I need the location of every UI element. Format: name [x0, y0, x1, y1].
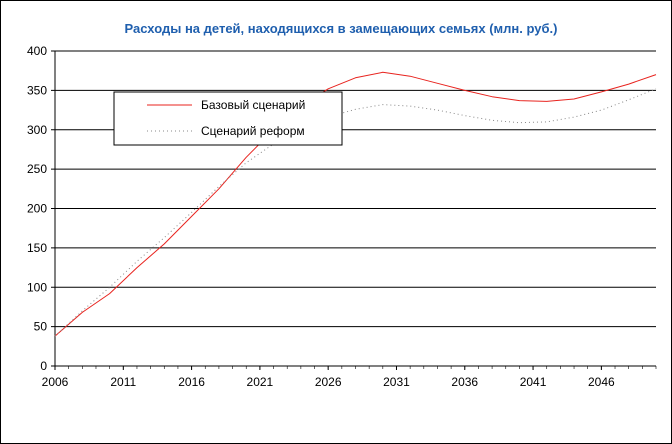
y-tick-label: 350 — [27, 83, 47, 97]
y-tick-label: 250 — [27, 162, 47, 176]
x-tick-label: 2011 — [110, 375, 136, 389]
legend-box — [113, 91, 343, 146]
chart-title: Расходы на детей, находящихся в замещающ… — [125, 21, 558, 36]
y-tick-label: 200 — [27, 202, 47, 216]
series-lines — [54, 71, 657, 337]
x-tick-label: 2031 — [383, 375, 410, 389]
x-tick-label: 2026 — [315, 375, 342, 389]
legend-label-reform: Сценарий реформ — [201, 124, 305, 138]
series-line-0 — [54, 71, 657, 337]
x-tick-label: 2016 — [178, 375, 205, 389]
x-tick-label: 2041 — [520, 375, 547, 389]
legend-label-base: Базовый сценарий — [201, 98, 305, 112]
legend: Базовый сценарий Сценарий реформ — [113, 91, 343, 146]
x-tick-label: 2006 — [42, 375, 69, 389]
y-axis-ticks: 0 50 100 150 200 250 300 350 400 — [27, 44, 55, 373]
y-tick-label: 300 — [27, 123, 47, 137]
y-tick-label: 0 — [40, 359, 47, 373]
series-line-1 — [54, 88, 657, 337]
y-tick-label: 150 — [27, 241, 47, 255]
y-tick-label: 400 — [27, 44, 47, 58]
x-tick-label: 2046 — [588, 375, 615, 389]
gridlines — [55, 50, 656, 328]
x-axis-ticks: 2006 2011 2016 2021 2026 2031 2036 2041 2046 — [42, 366, 657, 389]
y-tick-label: 50 — [34, 320, 48, 334]
x-tick-label: 2021 — [247, 375, 274, 389]
x-tick-label: 2036 — [451, 375, 478, 389]
y-tick-label: 100 — [27, 280, 47, 294]
